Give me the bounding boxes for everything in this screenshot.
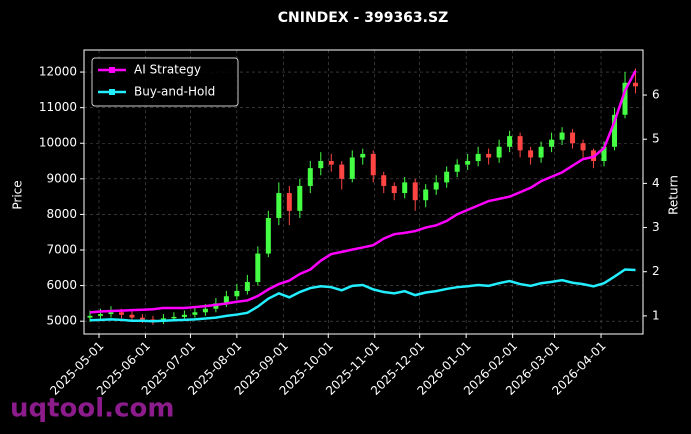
candle-body <box>507 136 513 147</box>
candle-body <box>234 290 240 297</box>
y-tick-label: 9000 <box>46 171 77 185</box>
series-line <box>89 70 637 314</box>
candle-body <box>465 161 471 165</box>
watermark: uqtool.com <box>10 394 174 424</box>
candle-body <box>433 182 439 190</box>
candle-body <box>202 308 208 313</box>
candle-body <box>559 132 565 140</box>
y-tick-label: 10000 <box>39 136 77 150</box>
y2-tick-label: 4 <box>652 176 660 190</box>
legend-label: Buy-and-Hold <box>134 85 215 99</box>
candle-body <box>423 189 429 201</box>
candle-body <box>370 153 376 176</box>
candle-body <box>97 314 103 316</box>
candle-body <box>570 132 576 144</box>
y-tick-label: 6000 <box>46 278 77 292</box>
candle-body <box>486 153 492 158</box>
candle-body <box>87 315 93 318</box>
candle-body <box>244 282 250 291</box>
y-tick-label: 11000 <box>39 100 77 114</box>
candle-body <box>265 217 271 254</box>
candle-body <box>601 146 607 162</box>
candle-body <box>444 171 450 183</box>
y-tick-label: 12000 <box>39 65 77 79</box>
y2-tick-label: 6 <box>652 88 660 102</box>
candle-body <box>255 253 261 283</box>
candle-body <box>108 312 114 315</box>
y2-axis-label: Return <box>667 175 681 215</box>
candle-body <box>192 312 198 315</box>
legend-label: AI Strategy <box>134 63 201 77</box>
y-axis-label: Price <box>11 180 25 209</box>
candle-body <box>118 312 124 315</box>
candle-body <box>622 82 628 115</box>
candle-body <box>129 314 135 318</box>
candle-body <box>181 314 187 317</box>
chart-title: CNINDEX - 399363.SZ <box>278 10 448 26</box>
candle-body <box>307 168 313 186</box>
candle-body <box>328 161 334 165</box>
legend: AI Strategy Buy-and-Hold <box>91 57 239 107</box>
candle-body <box>538 146 544 158</box>
candle-body <box>580 143 586 151</box>
y2-tick-label: 1 <box>652 308 660 322</box>
legend-marker <box>109 89 115 95</box>
y2-tick-label: 2 <box>652 264 660 278</box>
candle-body <box>360 153 366 158</box>
candle-body <box>454 164 460 172</box>
y2-tick-label: 3 <box>652 220 660 234</box>
candle-body <box>496 146 502 158</box>
y-tick-label: 7000 <box>46 243 77 257</box>
candle-body <box>339 164 345 179</box>
series-line <box>89 268 636 323</box>
candle-body <box>517 136 523 151</box>
candle-body <box>381 175 387 186</box>
candle-body <box>276 193 282 218</box>
candle-body <box>612 114 618 147</box>
candle-body <box>633 82 639 87</box>
y-tick-label: 8000 <box>46 207 77 221</box>
candle-body <box>349 157 355 179</box>
candle-body <box>139 317 145 320</box>
candle-body <box>318 161 324 169</box>
y-tick-label: 5000 <box>46 314 77 328</box>
candle-body <box>223 296 229 304</box>
candle-body <box>528 150 534 158</box>
legend-marker <box>109 67 115 73</box>
legend-box <box>91 57 239 107</box>
candle-body <box>412 182 418 201</box>
candle-body <box>171 316 177 319</box>
candle-body <box>391 185 397 194</box>
candle-body <box>475 153 481 162</box>
candle-body <box>297 185 303 211</box>
candle-body <box>286 193 292 211</box>
plot-frame <box>83 49 644 335</box>
y2-tick-label: 5 <box>652 132 660 146</box>
candle-body <box>402 182 408 194</box>
candle-body <box>549 139 555 147</box>
